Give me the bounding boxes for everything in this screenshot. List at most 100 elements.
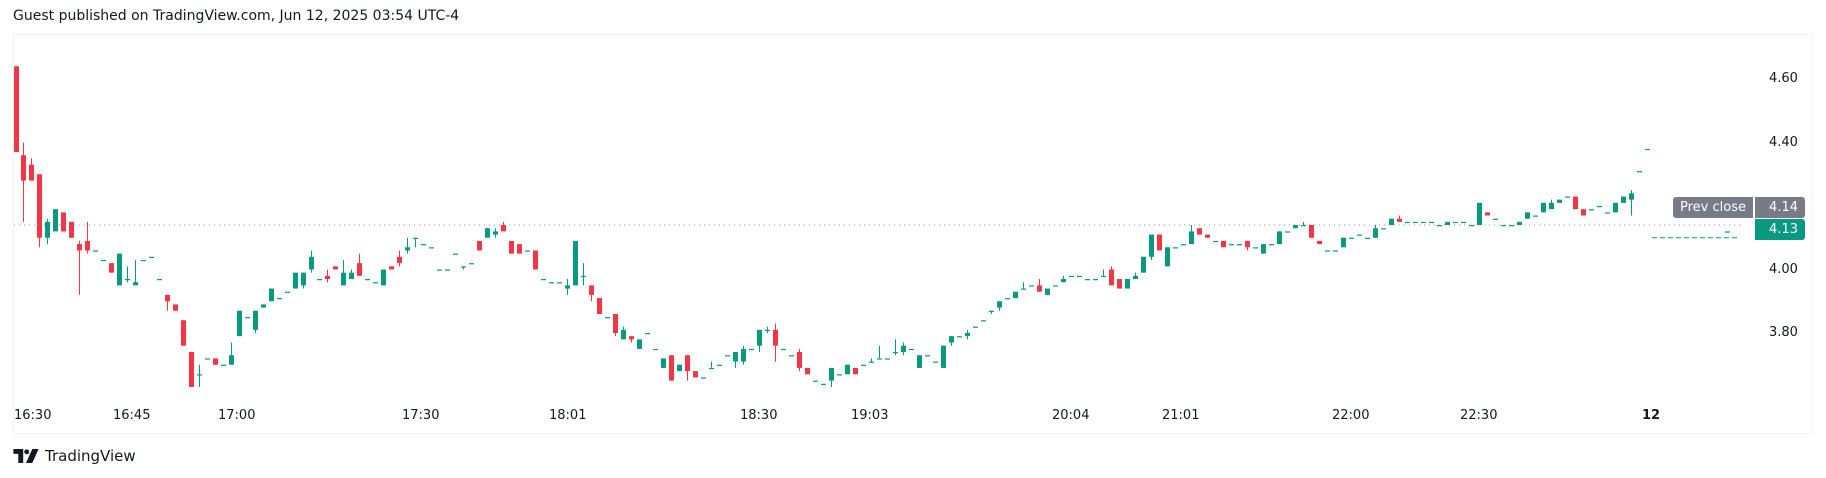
- candle[interactable]: [565, 279, 570, 295]
- candle[interactable]: [1381, 228, 1386, 230]
- candle[interactable]: [1525, 212, 1530, 219]
- candle[interactable]: [1477, 202, 1482, 226]
- candle[interactable]: [301, 272, 306, 289]
- candle[interactable]: [1237, 244, 1242, 246]
- candle[interactable]: [1133, 272, 1138, 280]
- candle[interactable]: [1053, 285, 1058, 287]
- candle[interactable]: [245, 317, 250, 319]
- candle[interactable]: [1125, 279, 1130, 289]
- candle[interactable]: [1429, 221, 1434, 224]
- candle[interactable]: [1613, 202, 1618, 213]
- candle[interactable]: [1061, 275, 1066, 283]
- candle[interactable]: [389, 266, 394, 270]
- candle[interactable]: [1205, 234, 1210, 238]
- candle[interactable]: [581, 263, 586, 286]
- candle[interactable]: [1317, 240, 1322, 245]
- candle[interactable]: [1437, 225, 1442, 227]
- candle[interactable]: [533, 250, 538, 270]
- candle[interactable]: [1277, 231, 1282, 245]
- candle[interactable]: [445, 269, 450, 271]
- candle[interactable]: [293, 272, 298, 289]
- candle[interactable]: [1101, 269, 1106, 278]
- candle[interactable]: [485, 228, 490, 238]
- candle[interactable]: [1469, 225, 1474, 227]
- candle[interactable]: [813, 380, 818, 382]
- candle[interactable]: [133, 259, 138, 286]
- candle[interactable]: [125, 266, 130, 283]
- candle[interactable]: [893, 339, 898, 356]
- candle[interactable]: [373, 282, 378, 284]
- candle[interactable]: [1349, 237, 1354, 239]
- candle[interactable]: [269, 288, 274, 302]
- candle[interactable]: [1077, 275, 1082, 278]
- candle[interactable]: [717, 364, 722, 366]
- candle[interactable]: [509, 240, 514, 254]
- candle[interactable]: [109, 263, 114, 273]
- candle[interactable]: [1085, 279, 1090, 281]
- candle[interactable]: [21, 142, 26, 222]
- candle[interactable]: [781, 348, 786, 351]
- candle[interactable]: [941, 345, 946, 368]
- candle[interactable]: [1045, 288, 1050, 295]
- candle[interactable]: [477, 240, 482, 251]
- candle[interactable]: [613, 313, 618, 337]
- candle[interactable]: [525, 250, 530, 252]
- candle[interactable]: [1389, 218, 1394, 226]
- candle[interactable]: [1285, 231, 1290, 233]
- candle[interactable]: [1557, 199, 1562, 203]
- candle[interactable]: [1421, 221, 1426, 224]
- candle[interactable]: [1037, 279, 1042, 292]
- candle[interactable]: [789, 355, 794, 357]
- candle[interactable]: [917, 355, 922, 368]
- candle[interactable]: [1109, 266, 1114, 286]
- candle[interactable]: [1605, 212, 1610, 214]
- candle[interactable]: [773, 323, 778, 362]
- candle[interactable]: [1173, 247, 1178, 249]
- chart-frame[interactable]: [13, 34, 1813, 434]
- candle[interactable]: [333, 266, 338, 270]
- candle[interactable]: [701, 377, 706, 379]
- candle[interactable]: [861, 364, 866, 366]
- candle[interactable]: [1357, 234, 1362, 236]
- candle[interactable]: [421, 244, 426, 246]
- candle[interactable]: [949, 336, 954, 346]
- candle[interactable]: [253, 310, 258, 333]
- candle[interactable]: [277, 298, 282, 300]
- candle[interactable]: [461, 266, 466, 270]
- candle[interactable]: [29, 158, 34, 181]
- candle[interactable]: [1549, 199, 1554, 210]
- candle[interactable]: [1541, 202, 1546, 213]
- candle[interactable]: [149, 256, 154, 258]
- candle[interactable]: [1021, 282, 1026, 290]
- candle[interactable]: [1373, 225, 1378, 238]
- candle[interactable]: [541, 279, 546, 281]
- candle[interactable]: [141, 259, 146, 262]
- candle[interactable]: [1165, 247, 1170, 267]
- candle[interactable]: [1485, 212, 1490, 216]
- candle[interactable]: [1453, 221, 1458, 224]
- candle[interactable]: [1197, 228, 1202, 235]
- candle[interactable]: [1309, 225, 1314, 238]
- candle[interactable]: [1629, 190, 1634, 216]
- candle[interactable]: [1293, 225, 1298, 229]
- candle[interactable]: [381, 269, 386, 286]
- candle[interactable]: [221, 364, 226, 366]
- candle[interactable]: [909, 348, 914, 351]
- candle[interactable]: [237, 310, 242, 337]
- candle[interactable]: [1093, 279, 1098, 281]
- candle[interactable]: [645, 333, 650, 335]
- candle[interactable]: [493, 228, 498, 238]
- candle[interactable]: [997, 301, 1002, 311]
- candle[interactable]: [85, 221, 90, 254]
- candle[interactable]: [709, 361, 714, 370]
- candle[interactable]: [1405, 221, 1410, 224]
- candle[interactable]: [101, 259, 106, 262]
- candle[interactable]: [45, 218, 50, 245]
- candle[interactable]: [1501, 225, 1506, 227]
- candle[interactable]: [821, 383, 826, 385]
- candle[interactable]: [14, 66, 19, 153]
- candle[interactable]: [1029, 285, 1034, 287]
- candle[interactable]: [1621, 196, 1626, 203]
- candle[interactable]: [1365, 237, 1370, 239]
